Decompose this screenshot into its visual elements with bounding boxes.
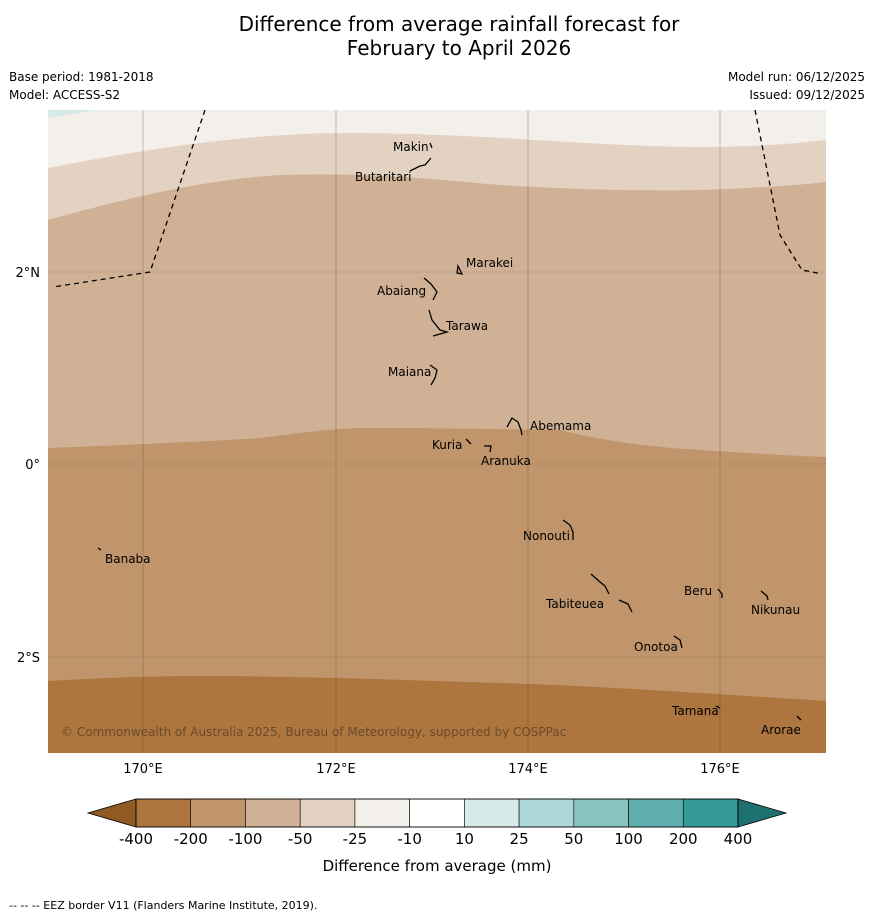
meta-right: Model run: 06/12/2025 Issued: 09/12/2025 [728,68,865,104]
band-dark [48,428,826,753]
label-tarawa: Tarawa [445,319,488,333]
colorbar-tick-label: 400 [724,830,753,848]
lat-label-2n: 2°N [16,266,41,281]
label-makin: Makin [393,140,429,154]
banaba-shape [97,547,102,551]
lat-labels: 2°N 0° 2°S [16,266,41,666]
tabiteuea-shape [590,573,633,613]
lon-label-170: 170°E [123,762,163,777]
kuria-shape [465,438,472,445]
abaiang-shape [423,277,438,301]
meta-left: Base period: 1981-2018 Model: ACCESS-S2 [9,68,154,104]
colorbar-tick-labels: -400 -200 -100 -50 -25 -10 10 25 50 100 200 400 [119,830,752,848]
label-arorae: Arorae [761,723,801,737]
nikunau-shape [760,590,769,601]
tamana-shape [715,705,721,709]
colorbar-box [464,798,520,828]
label-abaiang: Abaiang [377,284,426,298]
footnote: -- -- -- EEZ border V11 (Flanders Marine… [9,899,318,912]
lon-label-174: 174°E [508,762,548,777]
colorbar-tick-label: -10 [397,830,422,848]
colorbar-tick-label: 100 [614,830,643,848]
colorbar-tick-label: -100 [228,830,262,848]
label-kuria: Kuria [432,438,463,452]
colorbar-box [518,798,575,828]
rainfall-map: Makin Butaritari Marakei Abaiang Tarawa … [16,110,826,875]
band-darkest [48,676,826,753]
colorbar-box [245,798,301,828]
lat-label-0: 0° [25,458,40,473]
title-line-1: Difference from average rainfall forecas… [238,12,680,36]
onotoa-shape [673,635,683,649]
colorbar-box [299,798,356,828]
colorbar-box [682,798,739,828]
label-tamana: Tamana [671,704,719,718]
colorbar-tick-label: 200 [669,830,698,848]
teal-corner [48,110,97,118]
colorbar-under-arrow [86,798,137,828]
label-banaba: Banaba [105,552,151,566]
makin-shape [429,142,433,149]
colorbar-label: Difference from average (mm) [323,857,552,875]
colorbar-tick-label: 25 [510,830,529,848]
colorbar-box [409,798,465,828]
colorbar-box [135,798,192,828]
colorbar-box [573,798,629,828]
model-run: Model run: 06/12/2025 [727,70,865,84]
island-labels: Makin Butaritari Marakei Abaiang Tarawa … [105,140,801,737]
label-tabiteuea: Tabiteuea [545,597,604,611]
colorbar-over-arrow [737,798,788,828]
label-aranuka: Aranuka [481,454,531,468]
base-period: Base period: 1981-2018 [9,70,154,84]
copyright-text: © Commonwealth of Australia 2025, Bureau… [61,725,566,739]
label-onotoa: Onotoa [634,640,678,654]
marakei-shape [456,263,464,275]
maiana-shape [429,364,438,386]
label-beru: Beru [684,584,712,598]
beru-shape [717,588,723,598]
abemama-shape [506,417,523,436]
gridlines [142,110,721,753]
label-maiana: Maiana [388,365,431,379]
lon-label-176: 176°E [700,762,740,777]
lon-label-172: 172°E [316,762,356,777]
label-nikunau: Nikunau [751,603,800,617]
lat-gridlines [48,271,826,658]
colorbar-tick-label: 50 [564,830,583,848]
colorbar-tick-label: 10 [455,830,474,848]
colorbar-tick-label: -25 [343,830,368,848]
island-shapes [97,142,802,721]
arorae-shape [796,715,802,721]
colorbar-tick-label: -50 [288,830,313,848]
lon-labels: 170°E 172°E 174°E 176°E [123,762,740,777]
label-nonouti: Nonouti [523,529,570,543]
colorbar-tick-label: -400 [119,830,153,848]
label-marakei: Marakei [466,256,513,270]
label-abemama: Abemama [530,419,591,433]
nonouti-shape [562,519,574,540]
map-title: Difference from average rainfall forecas… [0,12,873,60]
lat-label-2s: 2°S [17,651,40,666]
colorbar-box [190,798,246,828]
aranuka-shape [484,445,492,453]
label-butaritari: Butaritari [355,170,412,184]
model-name: Model: ACCESS-S2 [9,88,121,102]
colorbar-boxes [135,798,739,828]
butaritari-shape [409,157,432,172]
map-field: Makin Butaritari Marakei Abaiang Tarawa … [48,110,826,753]
tarawa-shape [428,309,450,337]
colorbar-box [354,798,410,828]
colorbar-box [628,798,684,828]
issued-date: Issued: 09/12/2025 [749,88,865,102]
colorbar-tick-label: -200 [174,830,208,848]
eez-border [52,110,823,288]
title-line-2: February to April 2026 [346,36,572,60]
colorbar: -400 -200 -100 -50 -25 -10 10 25 50 100 200 400 Dif… [86,798,788,875]
